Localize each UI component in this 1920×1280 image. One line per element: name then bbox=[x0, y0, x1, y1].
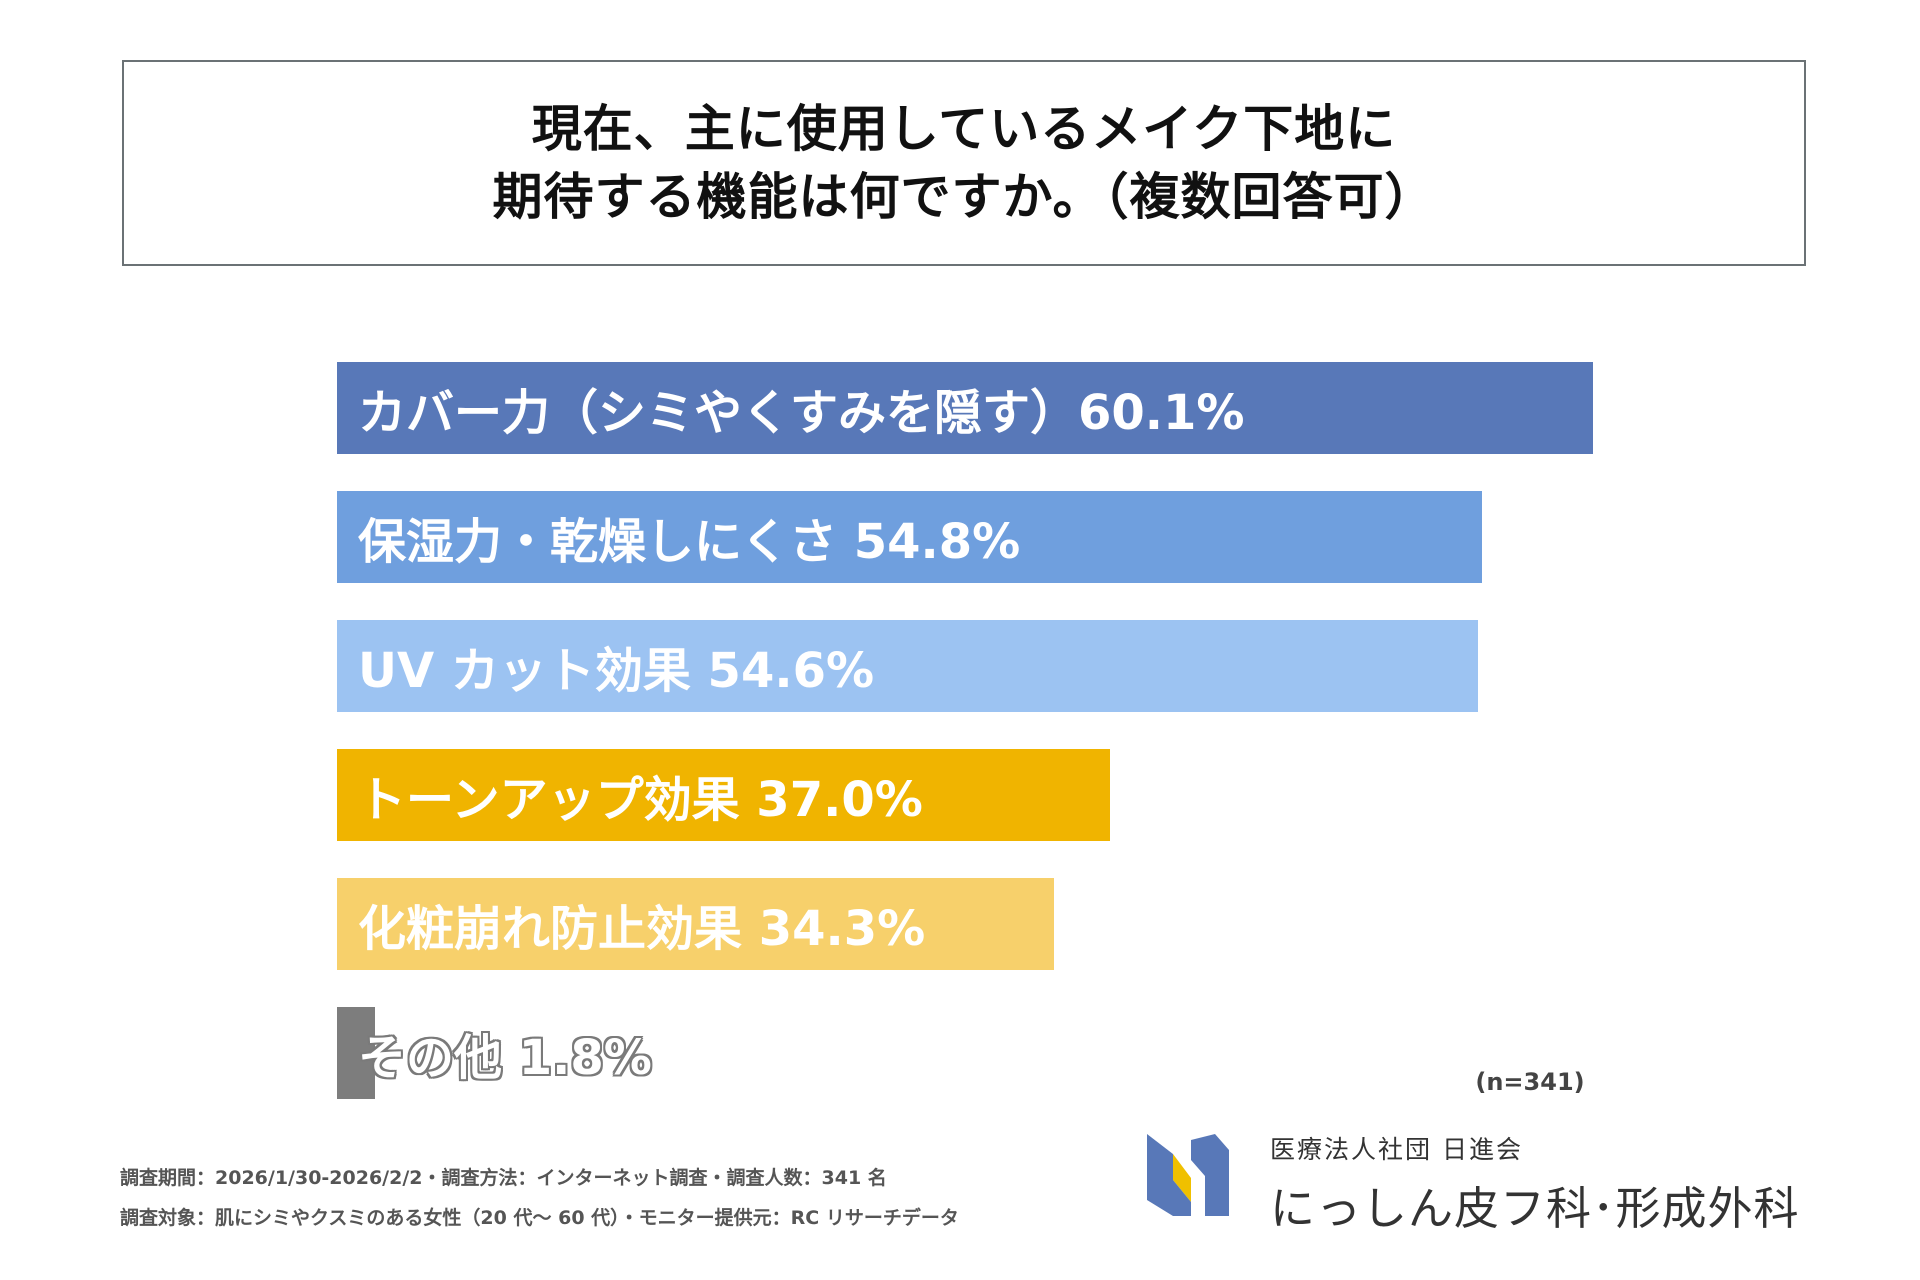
bar-label-2: 保湿力・乾燥しにくさ 54.8% bbox=[358, 514, 1021, 570]
chart-title-line-2: 期待する機能は何ですか。（複数回答可） bbox=[492, 168, 1436, 226]
bar-1 bbox=[337, 362, 1593, 454]
survey-footnote-period: 調査期間：2026/1/30-2026/2/2・調査方法：インターネット調査・調… bbox=[120, 1167, 887, 1189]
title-box: 現在、主に使用しているメイク下地に 期待する機能は何ですか。（複数回答可） bbox=[122, 60, 1806, 266]
logo-right-shape bbox=[1191, 1134, 1229, 1216]
bar-label-3: UV カット効果 54.6% bbox=[358, 643, 875, 699]
bar-label-4: トーンアップ効果 37.0% bbox=[358, 772, 923, 828]
chart-title-line-1: 現在、主に使用しているメイク下地に bbox=[531, 100, 1397, 158]
bar-label-6: その他 1.8% bbox=[358, 1030, 652, 1086]
survey-footnote-target: 調査対象：肌にシミやクスミのある女性（20 代～ 60 代）・モニター提供元：R… bbox=[120, 1207, 959, 1229]
bar-label-5: 化粧崩れ防止効果 34.3% bbox=[358, 901, 926, 957]
logo-left-shape bbox=[1147, 1134, 1173, 1216]
bar-6 bbox=[337, 1007, 375, 1099]
organization-clinic-name: にっしん皮フ科･形成外科 bbox=[1270, 1182, 1800, 1235]
sample-size-note: (n=341) bbox=[1475, 1068, 1585, 1096]
organization-corporation-name: 医療法人社団 日進会 bbox=[1270, 1135, 1523, 1164]
bar-3 bbox=[337, 620, 1478, 712]
bar-label-1: カバー力（シミやくすみを隠す）60.1% bbox=[358, 385, 1245, 441]
logo-middle-shape bbox=[1173, 1180, 1191, 1216]
clinic-logo-icon bbox=[1143, 1130, 1233, 1220]
logo-stripe-shape bbox=[1173, 1154, 1191, 1202]
bar-5 bbox=[337, 878, 1054, 970]
bar-2 bbox=[337, 491, 1482, 583]
bar-4 bbox=[337, 749, 1110, 841]
